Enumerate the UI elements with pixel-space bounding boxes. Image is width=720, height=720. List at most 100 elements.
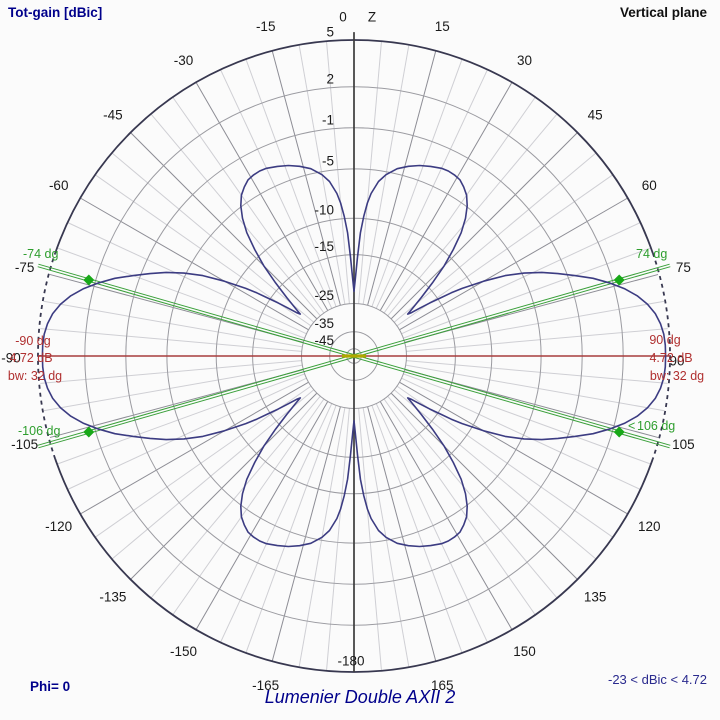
angle-label: -60 (49, 178, 69, 193)
angle-spoke (67, 222, 307, 335)
ring-db-label: -5 (322, 153, 334, 168)
angle-spoke (326, 408, 350, 671)
radiation-pattern-curve (41, 164, 667, 548)
angle-spoke (150, 395, 321, 599)
angle-spoke (130, 132, 318, 320)
ring-db-label: -45 (314, 333, 334, 348)
axis-label: -90 (1, 351, 21, 366)
angle-spoke (111, 152, 315, 323)
angle-spoke (245, 405, 337, 654)
angle-spoke (403, 247, 652, 339)
angle-label: 165 (431, 678, 454, 693)
angle-spoke (80, 381, 309, 515)
angle-spoke (367, 406, 437, 662)
ring-db-label: -15 (314, 239, 334, 254)
ring-db-label: 2 (326, 71, 334, 86)
angle-spoke (172, 96, 325, 314)
beamwidth-label: bw: 32 dg (8, 369, 62, 383)
angle-label: 45 (588, 107, 603, 122)
angle-label: -120 (45, 519, 72, 534)
angle-spoke (401, 222, 641, 335)
angle-label: -135 (99, 590, 126, 605)
angle-spoke (245, 58, 337, 307)
angle-spoke (358, 41, 382, 304)
angle-spoke (403, 373, 652, 465)
angle-label: -75 (15, 260, 35, 275)
angle-spoke (195, 401, 329, 630)
antenna-name-label: Lumenier Double AXII 2 (264, 687, 456, 707)
marker-angle-label: 74 dg (636, 247, 667, 261)
angle-spoke (405, 300, 666, 348)
angle-label: -45 (103, 107, 123, 122)
angle-spoke (42, 300, 303, 348)
plot-title-plane: Vertical plane (619, 5, 707, 20)
beamwidth-label: bw: 32 dg (650, 369, 704, 383)
angle-spoke (383, 398, 536, 616)
plot-title-gain: Tot-gain [dBic] (8, 5, 103, 20)
angle-spoke (150, 113, 321, 317)
angle-label: -150 (170, 644, 197, 659)
ring-db-label: 5 (326, 25, 334, 40)
angle-spoke (405, 364, 666, 412)
angle-spoke (56, 373, 305, 465)
angle-label: 105 (672, 437, 695, 452)
angle-spoke (367, 50, 437, 306)
angle-spoke (172, 398, 325, 616)
angle-spoke (379, 401, 513, 630)
angle-label: 75 (676, 260, 691, 275)
angle-spoke (383, 96, 536, 314)
angle-spoke (387, 113, 558, 317)
angle-spoke (393, 389, 597, 560)
angle-spoke (406, 360, 669, 384)
angle-label: 15 (435, 19, 450, 34)
angle-label: 60 (642, 178, 657, 193)
angle-spoke (271, 50, 341, 306)
angle-spoke (67, 377, 307, 490)
angle-spoke (393, 152, 597, 323)
axis-label: -180 (337, 654, 364, 669)
angle-spoke (399, 381, 628, 515)
beamwidth-label: 4.72 dB (9, 351, 52, 365)
angle-spoke (220, 69, 333, 309)
angle-spoke (371, 58, 463, 307)
beamwidth-label: 90 dg (649, 333, 680, 347)
angle-spoke (130, 392, 318, 580)
ring-db-label: -25 (314, 288, 334, 303)
beamwidth-marker (83, 274, 95, 286)
angle-label: -105 (11, 437, 38, 452)
angle-spoke (375, 69, 488, 309)
angle-spoke (271, 406, 341, 662)
marker-arrow: < (628, 419, 635, 433)
beamwidth-marker (613, 426, 625, 438)
angle-spoke (358, 408, 382, 671)
angle-spoke (399, 197, 628, 331)
beamwidth-label: -90 dg (15, 334, 50, 348)
angle-spoke (390, 392, 578, 580)
beamwidth-marker (83, 426, 95, 438)
angle-label: 135 (584, 590, 607, 605)
angle-spoke (379, 82, 513, 311)
angle-label: -30 (174, 53, 194, 68)
angle-spoke (406, 328, 669, 352)
ring-db-label: -1 (322, 112, 334, 127)
angle-spoke (387, 395, 558, 599)
angle-label: 150 (513, 644, 536, 659)
angle-spoke (220, 403, 333, 643)
ring-db-label: -10 (314, 203, 334, 218)
angle-spoke (195, 82, 329, 311)
beamwidth-marker (613, 274, 625, 286)
angle-spoke (42, 364, 303, 412)
gain-range-label: -23 < dBic < 4.72 (607, 672, 707, 687)
angle-spoke (39, 360, 302, 384)
angle-spoke (326, 41, 350, 304)
angle-label: -165 (252, 678, 279, 693)
angle-spoke (111, 389, 315, 560)
axis-label: Z (368, 10, 376, 25)
angle-label: 30 (517, 53, 532, 68)
axis-label: 0 (339, 10, 347, 25)
angle-label: -15 (256, 19, 276, 34)
angle-spoke (390, 132, 578, 320)
marker-angle-label: 106 dg (637, 419, 675, 433)
